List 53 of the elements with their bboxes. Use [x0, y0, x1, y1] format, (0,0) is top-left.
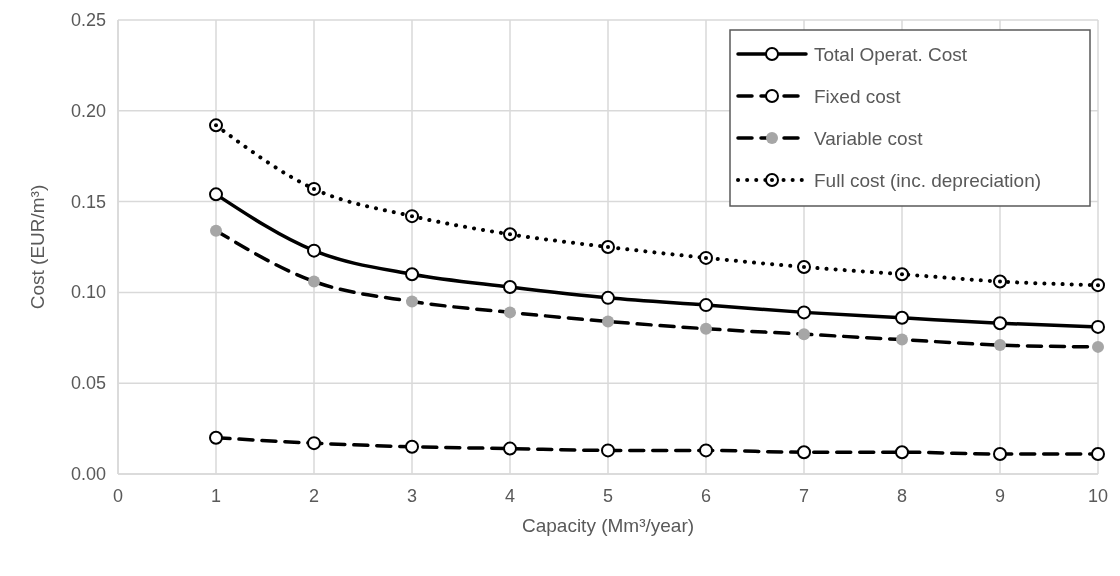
point: [699, 298, 713, 313]
point: [601, 240, 615, 254]
point: [895, 445, 909, 460]
point: [405, 439, 419, 454]
point: [503, 441, 517, 456]
point: [601, 443, 615, 458]
x-tick-label: 4: [504, 486, 516, 506]
x-tick-label: 10: [1087, 486, 1109, 506]
point: [699, 250, 713, 265]
x-tick-label: 9: [994, 486, 1006, 506]
x-tick-label: 2: [308, 486, 320, 506]
point: [209, 118, 223, 133]
legend-label: Fixed cost: [814, 86, 902, 107]
legend-label: Total Operat. Cost: [814, 44, 968, 65]
point: [405, 209, 419, 224]
point: [797, 305, 811, 320]
point: [699, 443, 713, 458]
point: [307, 436, 321, 451]
y-tick-label: 0.10: [70, 282, 106, 303]
point: [895, 267, 909, 282]
y-tick-label: 0.25: [70, 10, 106, 30]
point: [993, 316, 1007, 331]
point: [797, 259, 811, 274]
point: [307, 243, 321, 258]
legend-label: Variable cost: [814, 128, 924, 149]
point: [503, 227, 517, 242]
point: [209, 430, 223, 445]
y-tick-label: 0.05: [70, 373, 106, 394]
point: [405, 267, 419, 282]
point: [1091, 319, 1105, 334]
legend-label: Full cost (inc. depreciation): [814, 170, 1042, 191]
point: [1091, 278, 1105, 293]
x-tick-label: 5: [602, 486, 614, 506]
x-tick-label: 3: [406, 486, 418, 506]
point: [993, 447, 1007, 462]
point: [503, 279, 517, 294]
y-tick-label: 0.20: [70, 100, 106, 121]
point: [307, 181, 321, 196]
y-tick-label: 0.15: [70, 191, 106, 212]
point: [1091, 447, 1105, 462]
point: [993, 274, 1007, 289]
x-tick-label: 1: [210, 486, 222, 506]
point: [601, 290, 615, 305]
y-axis-title: Cost (EUR/m³): [27, 184, 48, 310]
x-tick-label: 8: [896, 486, 908, 506]
x-tick-label: 6: [700, 486, 712, 506]
y-tick-label: 0.00: [70, 464, 106, 484]
x-tick-label: 7: [798, 486, 810, 506]
x-axis-title: Capacity (Mm³/year): [521, 515, 695, 536]
x-tick-label: 0: [112, 486, 124, 506]
point: [209, 187, 223, 202]
point: [895, 310, 909, 325]
point: [797, 445, 811, 460]
